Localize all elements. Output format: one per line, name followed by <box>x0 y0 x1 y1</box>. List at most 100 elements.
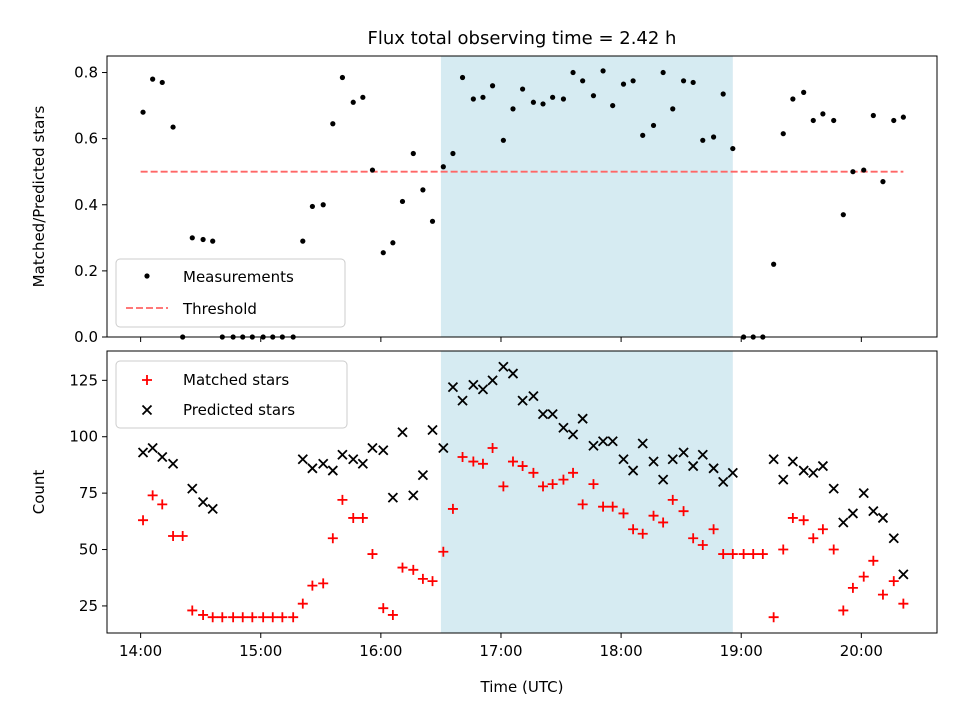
series-matched-stars <box>138 443 909 623</box>
data-point <box>348 454 359 465</box>
data-point <box>898 569 909 580</box>
data-point <box>417 469 429 481</box>
data-point <box>598 501 609 512</box>
data-point <box>177 530 188 541</box>
data-point <box>567 429 579 440</box>
data-point <box>288 612 299 623</box>
data-point <box>640 132 646 138</box>
data-point <box>810 117 816 124</box>
data-point <box>507 456 518 467</box>
legend-box <box>115 258 346 328</box>
data-point <box>588 479 599 490</box>
data-point <box>187 605 198 616</box>
data-point <box>387 492 399 503</box>
data-point <box>891 117 897 124</box>
data-point <box>339 74 346 81</box>
data-point <box>307 463 318 474</box>
data-point <box>868 555 879 566</box>
data-point <box>798 515 809 526</box>
data-point <box>197 497 209 508</box>
observing-window-span <box>440 351 733 633</box>
data-point <box>217 612 228 623</box>
data-point <box>658 517 669 528</box>
data-point <box>840 212 846 218</box>
data-point <box>258 612 269 623</box>
data-point <box>550 94 556 100</box>
x-tick-label: 15:00 <box>239 642 282 660</box>
data-point <box>757 549 768 560</box>
data-point <box>660 69 666 76</box>
x-tick-label: 14:00 <box>119 642 162 660</box>
data-point <box>787 512 798 523</box>
y-tick-label: 0.8 <box>74 64 98 82</box>
data-point <box>357 458 368 469</box>
data-point <box>307 580 318 591</box>
data-point <box>570 69 576 76</box>
data-point <box>457 452 468 463</box>
data-point <box>720 91 726 97</box>
data-point <box>378 445 389 456</box>
data-point <box>410 150 416 157</box>
data-point <box>560 96 567 102</box>
data-point <box>320 202 326 208</box>
legend-marker-matched <box>142 375 152 385</box>
data-point <box>297 454 308 465</box>
data-point <box>207 612 218 623</box>
data-point <box>858 571 869 582</box>
data-point <box>847 508 859 519</box>
legend-label: Measurements <box>183 268 294 286</box>
data-point <box>447 503 458 514</box>
data-point <box>450 150 456 157</box>
data-point <box>898 598 909 609</box>
data-point <box>858 487 869 499</box>
data-point <box>157 499 168 510</box>
data-point <box>607 501 618 512</box>
data-point <box>590 93 597 99</box>
data-point <box>727 549 738 560</box>
data-point <box>678 447 689 458</box>
data-point <box>228 612 239 623</box>
data-point <box>528 390 539 402</box>
data-point <box>348 512 359 523</box>
data-point <box>327 533 338 544</box>
data-point <box>888 576 899 587</box>
data-point <box>630 78 636 84</box>
data-point <box>610 102 616 109</box>
data-point <box>738 549 749 560</box>
data-point <box>318 458 329 469</box>
data-point <box>718 476 729 487</box>
data-point <box>817 524 828 535</box>
count-panel: 25 50 75 100 125 14:00 15:00 16:00 17:00 18:00 19:… <box>30 350 938 696</box>
data-point <box>378 603 389 614</box>
data-point <box>697 540 708 551</box>
y-axis-label: Matched/Predicted stars <box>30 106 48 288</box>
data-point <box>520 86 526 92</box>
data-point <box>688 460 699 472</box>
x-tick-label: 19:00 <box>720 642 763 660</box>
data-point <box>420 187 426 193</box>
data-point <box>730 145 736 152</box>
data-point <box>877 589 888 600</box>
x-tick-label: 17:00 <box>479 642 522 660</box>
data-point <box>267 612 278 623</box>
legend: Measurements Threshold <box>115 258 346 328</box>
data-point <box>140 109 146 115</box>
y-tick-label: 25 <box>79 597 98 615</box>
data-point <box>337 449 348 460</box>
data-point <box>680 78 687 84</box>
data-point <box>318 578 329 589</box>
data-point <box>277 612 288 623</box>
data-point <box>667 494 678 505</box>
observing-window-span <box>440 56 733 337</box>
data-point <box>718 549 729 560</box>
y-tick-label: 125 <box>69 371 98 389</box>
data-point <box>547 479 558 490</box>
data-point <box>498 361 509 372</box>
data-point <box>337 494 348 505</box>
data-point <box>710 134 717 140</box>
data-point <box>510 106 516 112</box>
data-point <box>528 467 539 478</box>
y-tick-label: 0.2 <box>74 262 98 280</box>
data-point <box>620 81 627 87</box>
data-point <box>828 483 839 494</box>
